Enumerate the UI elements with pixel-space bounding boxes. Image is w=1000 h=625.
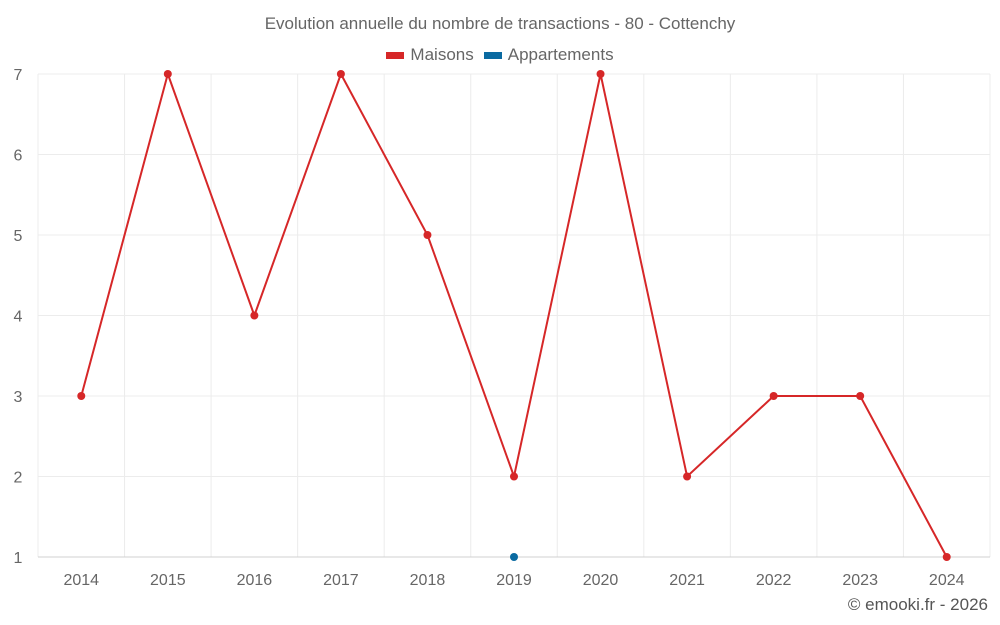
data-point-maisons: [596, 70, 605, 78]
x-tick-label: 2015: [150, 572, 186, 589]
x-tick-label: 2018: [410, 572, 446, 589]
data-point-maisons: [510, 472, 518, 481]
y-tick-label: 7: [14, 67, 23, 84]
x-tick-label: 2017: [323, 572, 359, 589]
legend-swatch-maisons: [386, 51, 405, 59]
y-tick-label: 3: [14, 389, 23, 406]
data-point-maisons: [423, 231, 432, 239]
y-tick-label: 1: [14, 550, 23, 567]
legend-label-maisons: Maisons: [410, 45, 474, 64]
data-point-maisons: [250, 311, 259, 320]
credit-text: © emooki.fr - 2026: [847, 595, 988, 614]
data-point-maisons: [683, 472, 692, 481]
legend-item-appartements[interactable]: Appartements: [483, 45, 614, 65]
legend-item-maisons[interactable]: Maisons: [386, 45, 474, 65]
data-point-maisons: [77, 392, 86, 400]
x-tick-label: 2021: [669, 572, 705, 589]
y-tick-label: 4: [14, 309, 23, 326]
x-tick-label: 2022: [756, 572, 792, 589]
y-tick-label: 5: [14, 228, 23, 245]
data-point-maisons: [769, 392, 778, 400]
x-tick-label: 2014: [63, 572, 99, 589]
y-tick-label: 6: [14, 148, 23, 165]
y-tick-label: 2: [14, 470, 23, 487]
x-tick-label: 2020: [583, 572, 619, 589]
legend: Maisons Appartements: [0, 45, 1000, 65]
x-tick-label: 2024: [929, 572, 965, 589]
data-point-maisons: [942, 553, 951, 561]
x-tick-label: 2016: [237, 572, 273, 589]
data-point-appartements: [510, 553, 518, 561]
x-tick-label: 2023: [842, 572, 878, 589]
legend-label-appartements: Appartements: [507, 45, 614, 64]
data-point-maisons: [856, 392, 865, 400]
data-point-maisons: [163, 70, 172, 78]
chart-title: Evolution annuelle du nombre de transact…: [264, 14, 736, 33]
x-tick-label: 2019: [496, 572, 532, 589]
legend-swatch-appartements: [483, 51, 502, 59]
data-point-maisons: [336, 70, 345, 78]
